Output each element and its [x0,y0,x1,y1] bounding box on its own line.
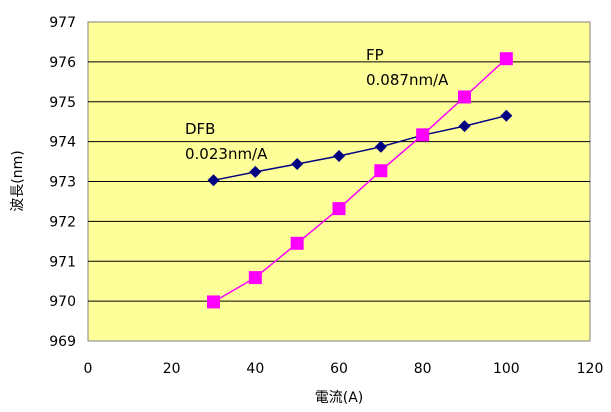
fp-series-line [213,58,507,303]
dfb-data-point [458,120,471,133]
y-tick-label: 975 [49,95,76,111]
dfb-series-line [213,114,507,182]
x-tick-label: 60 [330,361,348,377]
y-axis-title: 波長(nm) [10,150,26,211]
fp-data-point [290,236,304,250]
fp-annotation-name: FP [366,46,384,64]
y-tick-label: 970 [49,294,76,310]
fp-data-point [374,164,388,178]
x-tick-label: 100 [493,361,520,377]
series-group [207,52,513,309]
x-tick-label: 80 [414,361,432,377]
fp-data-point [416,128,430,142]
dfb-data-point [374,140,387,153]
fp-data-point [499,52,513,66]
dfb-data-point [500,109,513,122]
dfb-annotation-name: DFB [185,120,215,138]
fp-data-point [458,90,471,104]
x-tick-label: 0 [84,361,93,377]
x-tick-label: 40 [246,361,264,377]
fp-data-point [332,202,346,216]
y-tick-label: 972 [49,214,76,230]
y-tick-label: 971 [49,254,76,270]
dfb-data-point [333,149,345,162]
y-tick-label: 973 [49,175,76,191]
dfb-data-point [291,157,304,170]
y-tick-label: 974 [49,135,76,151]
dfb-data-point [249,165,262,178]
fp-data-point [207,295,220,309]
y-tick-labels: 969 970 971 972 973 974 975 976 977 [49,15,76,350]
fp-data-point [248,271,262,285]
x-tick-labels: 0 20 40 60 80 100 120 [84,361,604,377]
fp-annotation-slope: 0.087nm/A [366,71,449,89]
dfb-data-point [207,174,220,187]
y-tick-label: 969 [49,334,76,350]
x-axis-title: 電流(A) [315,390,364,406]
y-tick-label: 977 [49,15,76,31]
y-tick-label: 976 [49,55,76,71]
dfb-annotation-slope: 0.023nm/A [185,145,268,163]
x-tick-label: 120 [577,361,604,377]
x-tick-label: 20 [163,361,181,377]
